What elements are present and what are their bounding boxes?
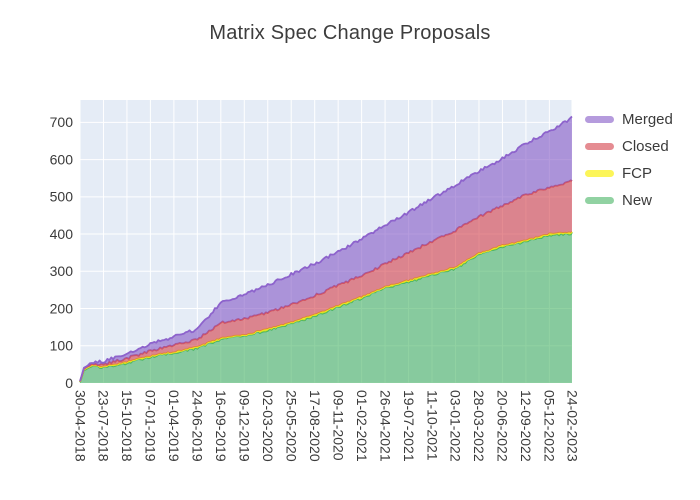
x-tick-label: 20-06-2022	[495, 390, 511, 462]
x-tick-label: 09-11-2020	[330, 390, 346, 461]
series-areas	[79, 115, 573, 383]
legend-item-new[interactable]: New	[585, 187, 673, 214]
legend-item-closed[interactable]: Closed	[585, 133, 673, 160]
legend-swatch-fcp	[585, 170, 614, 177]
legend-item-fcp[interactable]: FCP	[585, 160, 673, 187]
x-tick-label: 05-12-2022	[542, 390, 558, 462]
x-tick-label: 03-01-2022	[448, 390, 464, 462]
x-tick-label: 26-04-2021	[377, 390, 393, 462]
y-tick-label: 100	[50, 338, 74, 354]
y-tick-label: 400	[50, 226, 74, 242]
x-tick-label: 11-10-2021	[424, 390, 440, 461]
legend-label: Merged	[622, 111, 673, 128]
x-tick-label: 30-04-2018	[72, 390, 88, 462]
x-tick-label: 15-10-2018	[119, 390, 135, 462]
x-tick-label: 24-06-2019	[190, 390, 206, 462]
x-tick-label: 07-01-2019	[143, 390, 159, 462]
legend-label: FCP	[622, 165, 652, 182]
x-tick-label: 01-02-2021	[354, 390, 370, 462]
y-tick-label: 600	[50, 151, 74, 167]
y-axis-labels: 0 100 200 300 400 500 600 700	[50, 114, 74, 391]
x-tick-label: 19-07-2021	[401, 390, 417, 462]
x-tick-label: 25-05-2020	[283, 390, 299, 462]
chart-title: Matrix Spec Change Proposals	[209, 22, 491, 44]
y-tick-label: 700	[50, 114, 74, 130]
x-tick-label: 01-04-2019	[166, 390, 182, 462]
legend-swatch-merged	[585, 116, 614, 123]
x-axis-labels: 30-04-2018 23-07-2018 15-10-2018 07-01-2019…	[72, 390, 580, 462]
x-tick-label: 02-03-2020	[260, 390, 276, 462]
x-tick-label: 24-02-2023	[564, 390, 580, 462]
x-tick-label: 23-07-2018	[96, 390, 112, 462]
y-tick-label: 0	[65, 375, 73, 391]
y-tick-label: 300	[50, 263, 74, 279]
x-tick-label: 17-08-2020	[307, 390, 323, 462]
x-tick-label: 12-09-2022	[518, 390, 534, 462]
x-tick-label: 09-12-2019	[237, 390, 253, 462]
legend-swatch-closed	[585, 143, 614, 150]
x-tick-label: 16-09-2019	[213, 390, 229, 462]
legend-label: New	[622, 192, 653, 209]
line-merged	[79, 115, 573, 382]
legend-swatch-new	[585, 197, 614, 204]
area-merged	[80, 116, 572, 382]
y-tick-label: 500	[50, 189, 74, 205]
legend-item-merged[interactable]: Merged	[585, 106, 673, 133]
legend-label: Closed	[622, 138, 669, 155]
x-tick-label: 28-03-2022	[471, 390, 487, 462]
legend: Merged Closed FCP New	[585, 106, 673, 214]
y-tick-label: 200	[50, 300, 74, 316]
area-closed	[80, 180, 572, 382]
